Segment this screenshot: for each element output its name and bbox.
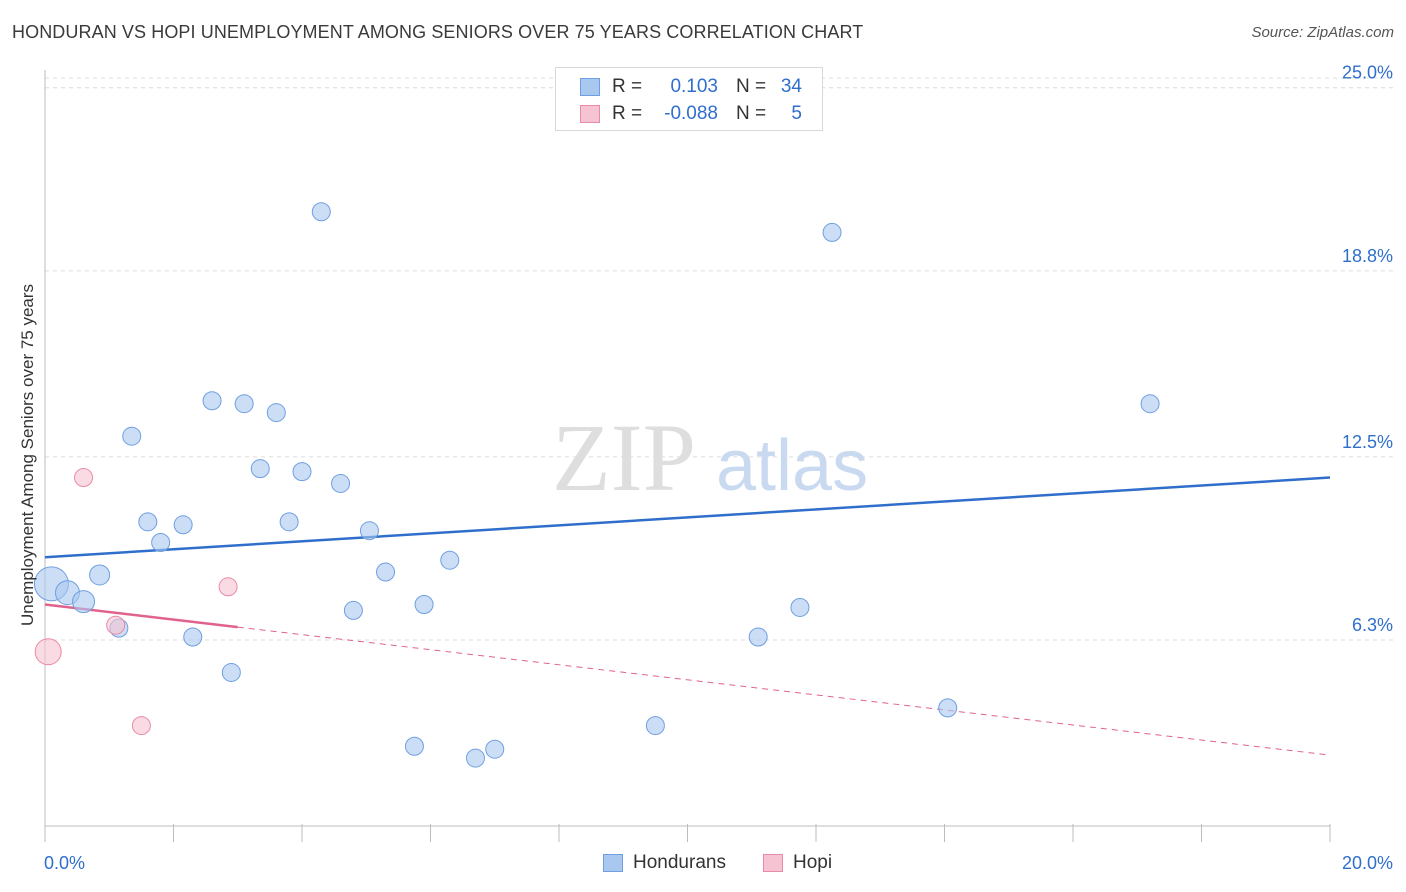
point-hopi xyxy=(218,577,238,597)
point-hondurans xyxy=(311,202,331,222)
tick-labels: 6.3% 12.5% 18.8% 25.0% 0.0% 20.0% xyxy=(44,63,1393,873)
point-hondurans xyxy=(234,394,254,414)
point-hondurans xyxy=(72,590,96,614)
legend-row-hopi: R = -0.088 N = 5 xyxy=(580,102,802,126)
watermark: ZIP atlas xyxy=(552,404,868,511)
point-hondurans xyxy=(292,462,312,482)
point-hondurans xyxy=(790,597,810,617)
legend-r-value: -0.088 xyxy=(664,103,718,124)
point-hondurans xyxy=(331,473,351,493)
legend-row-hondurans: R = 0.103 N = 34 xyxy=(580,75,802,99)
point-hondurans xyxy=(822,222,842,242)
point-hondurans xyxy=(376,562,396,582)
trend-line-hondurans xyxy=(44,476,1331,559)
point-hondurans xyxy=(938,698,958,718)
trend-line-hopi-extrapolated xyxy=(237,626,1331,756)
legend-swatch-hondurans xyxy=(580,78,600,96)
point-hondurans xyxy=(1140,394,1160,414)
point-hondurans xyxy=(173,515,193,535)
point-hopi xyxy=(131,716,151,736)
point-hondurans xyxy=(279,512,299,532)
point-hondurans xyxy=(202,391,222,411)
point-hondurans xyxy=(122,426,142,446)
point-hondurans xyxy=(266,403,286,423)
point-hondurans xyxy=(748,627,768,647)
legend-n-value: 34 xyxy=(780,76,802,97)
point-hondurans xyxy=(250,459,270,479)
series-swatch-hondurans xyxy=(603,854,623,872)
trend-lines xyxy=(44,476,1331,756)
grid-lines xyxy=(45,77,1395,641)
point-hondurans xyxy=(221,662,241,682)
legend-n-value: 5 xyxy=(791,103,802,124)
point-hondurans xyxy=(645,716,665,736)
point-hondurans xyxy=(359,521,379,541)
point-hopi xyxy=(34,638,62,666)
series-legend-hondurans: Hondurans xyxy=(603,852,726,874)
legend-r-label: R = xyxy=(612,103,643,124)
source-label: Source: ZipAtlas.com xyxy=(1251,24,1394,41)
trend-line-hopi xyxy=(44,603,238,629)
y-tick-label: 18.8% xyxy=(1342,246,1393,266)
point-hondurans xyxy=(183,627,203,647)
y-tick-label: 12.5% xyxy=(1342,432,1393,452)
point-hondurans xyxy=(89,564,111,586)
series-legend: Hondurans Hopi xyxy=(0,852,1406,876)
watermark-atlas: atlas xyxy=(716,426,868,506)
point-hondurans xyxy=(465,748,485,768)
point-hondurans xyxy=(151,533,171,552)
y-tick-label: 25.0% xyxy=(1342,63,1393,83)
series-label-hondurans: Hondurans xyxy=(633,852,726,873)
legend-swatch-hopi xyxy=(580,105,600,123)
series-legend-hopi: Hopi xyxy=(763,852,832,874)
point-hopi xyxy=(106,615,126,635)
point-hopi xyxy=(74,468,94,488)
point-hondurans xyxy=(404,736,424,756)
chart-title: HONDURAN VS HOPI UNEMPLOYMENT AMONG SENI… xyxy=(12,22,864,42)
series-label-hopi: Hopi xyxy=(793,852,833,873)
legend-n-label: N = xyxy=(736,103,767,124)
x-tick-label: 0.0% xyxy=(44,853,85,873)
y-tick-label: 6.3% xyxy=(1352,615,1393,635)
point-hondurans xyxy=(440,550,460,570)
data-points xyxy=(33,81,1160,768)
correlation-legend: R = 0.103 N = 34 R = -0.088 N = 5 xyxy=(555,67,823,131)
y-axis-label: Unemployment Among Seniors over 75 years xyxy=(18,284,37,626)
point-hondurans xyxy=(343,600,363,620)
legend-r-label: R = xyxy=(612,76,643,97)
point-hondurans xyxy=(485,739,505,759)
legend-n-label: N = xyxy=(736,76,767,97)
point-hondurans xyxy=(414,595,434,615)
axes xyxy=(44,70,1331,842)
legend-r-value: 0.103 xyxy=(670,76,718,97)
x-tick-label: 20.0% xyxy=(1342,853,1393,873)
point-hondurans xyxy=(138,512,158,532)
watermark-zip: ZIP xyxy=(552,404,696,511)
series-swatch-hopi xyxy=(763,854,783,872)
